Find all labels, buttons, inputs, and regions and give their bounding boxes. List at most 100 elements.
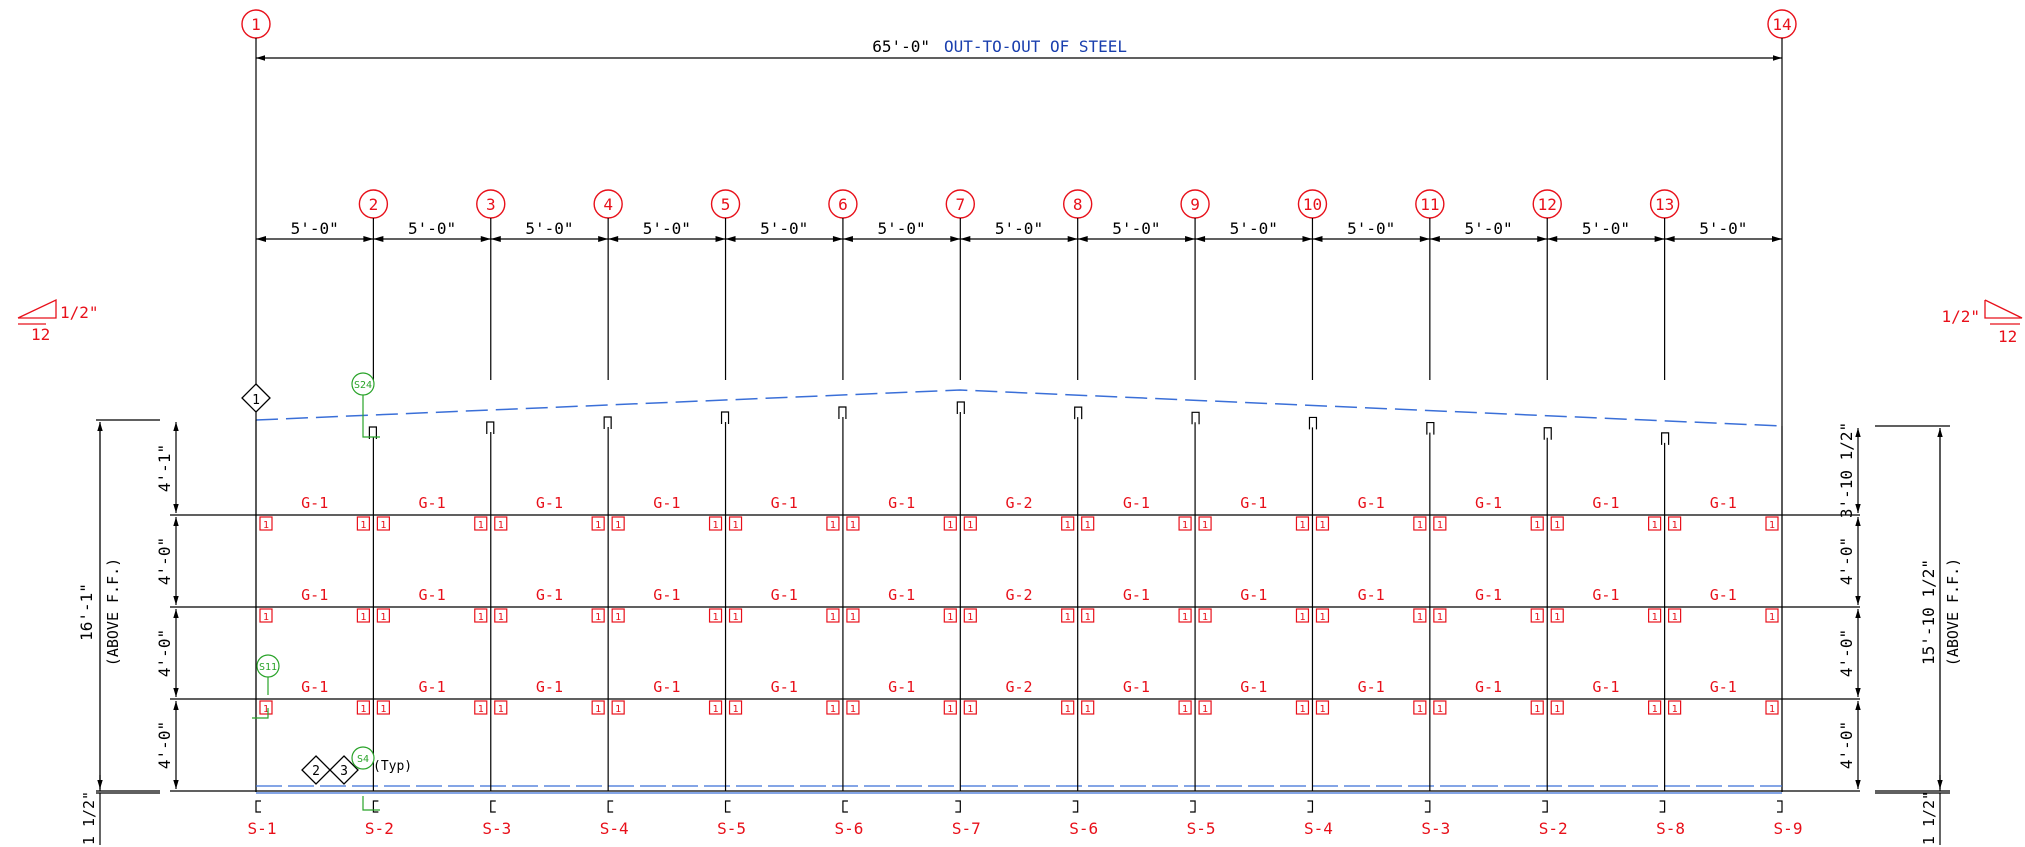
girt-clip-label: 1 bbox=[380, 520, 386, 531]
roof-line bbox=[255, 389, 1783, 427]
girt-clip-label: 1 bbox=[1202, 704, 1208, 715]
purlin-clip-icon bbox=[1191, 411, 1200, 425]
girt-clip-mark bbox=[1668, 608, 1682, 623]
girt-clip-mark bbox=[474, 516, 488, 531]
girt-clip-label: 1 bbox=[1672, 704, 1678, 715]
girt-label: G-1 bbox=[1475, 586, 1502, 604]
girt-clip-label: 1 bbox=[1554, 612, 1560, 623]
column-label: S-4 bbox=[1304, 819, 1333, 838]
right-overall-note: (ABOVE F.F.) bbox=[1944, 558, 1962, 666]
girt-clip-mark bbox=[1530, 608, 1544, 623]
girt-clip-label: 1 bbox=[713, 704, 719, 715]
girt-clip-mark bbox=[611, 516, 625, 531]
bay-spacing-label: 5'-0" bbox=[1699, 219, 1747, 238]
column-base-icon bbox=[490, 800, 496, 813]
bay-dim-arrow bbox=[1185, 236, 1196, 242]
girt-label: G-1 bbox=[1475, 494, 1502, 512]
gridline-label-9: 9 bbox=[1190, 195, 1200, 214]
girt-clip-mark bbox=[943, 700, 957, 715]
girt-clip-label: 1 bbox=[733, 704, 739, 715]
girt-clip-label: 1 bbox=[967, 704, 973, 715]
girt-label: G-1 bbox=[1592, 678, 1619, 696]
bay-dim-arrow bbox=[1312, 236, 1323, 242]
bay-spacing-label: 5'-0" bbox=[643, 219, 691, 238]
girt-clip-label: 1 bbox=[1417, 612, 1423, 623]
overall-dimension: 65'-0" OUT-TO-OUT OF STEEL bbox=[256, 37, 1782, 61]
girt-clip-label: 1 bbox=[830, 612, 836, 623]
slope-symbol-left: 1/2" 12 bbox=[17, 298, 99, 344]
girt-clip-mark bbox=[1530, 516, 1544, 531]
girt-clip-label: 1 bbox=[263, 704, 269, 715]
girt-clip-label: 1 bbox=[713, 612, 719, 623]
girt-clip-label: 1 bbox=[478, 520, 484, 531]
girt-clip-label: 1 bbox=[1672, 612, 1678, 623]
bay-dim-arrow bbox=[598, 236, 609, 242]
girt-clip-mark bbox=[494, 608, 508, 623]
right-segment-4: 4'-0" bbox=[1837, 721, 1856, 769]
base-tag-3-label: 3 bbox=[340, 764, 348, 779]
column-base-icon bbox=[724, 800, 731, 813]
girt-clip-mark bbox=[1061, 516, 1075, 531]
right-segment-2: 4'-0" bbox=[1837, 537, 1856, 585]
callout-s24-label: S24 bbox=[354, 380, 372, 391]
girt-clip-mark bbox=[1178, 700, 1192, 715]
girt-clip-mark bbox=[1061, 700, 1075, 715]
girt-clip-label: 1 bbox=[1769, 612, 1775, 623]
roof-tag-label: 1 bbox=[252, 393, 260, 408]
girt-clip-mark bbox=[943, 516, 957, 531]
bay-dim-arrow bbox=[950, 236, 961, 242]
bay-spacing-label: 5'-0" bbox=[1347, 219, 1395, 238]
bay-dim-arrow bbox=[960, 236, 971, 242]
bay-spacing-label: 5'-0" bbox=[408, 219, 456, 238]
bay-dim-arrow bbox=[480, 236, 491, 242]
girt-clip-label: 1 bbox=[1085, 612, 1091, 623]
girt-label: G-1 bbox=[1240, 494, 1267, 512]
girt-clip-mark bbox=[474, 700, 488, 715]
girt-clip-mark bbox=[1648, 608, 1662, 623]
purlin-clip-icon bbox=[956, 401, 965, 415]
girt-label: G-1 bbox=[1240, 586, 1267, 604]
purlin-clip-icon bbox=[838, 406, 847, 419]
column-label: S-3 bbox=[482, 819, 511, 838]
girt-label: G-1 bbox=[888, 494, 915, 512]
column-label: S-8 bbox=[1656, 819, 1685, 838]
bay-dim-arrow bbox=[715, 236, 726, 242]
bay-dim-arrow bbox=[1077, 236, 1088, 242]
girt-clip-mark bbox=[1198, 516, 1212, 531]
girt-clip-mark bbox=[1295, 608, 1310, 623]
bay-spacing-label: 5'-0" bbox=[1112, 219, 1160, 238]
slope-right-rise: 1/2" bbox=[1941, 307, 1980, 326]
girt-clip-label: 1 bbox=[1534, 520, 1540, 531]
girt-clip-label: 1 bbox=[1319, 704, 1325, 715]
girt-clip-label: 1 bbox=[1202, 612, 1208, 623]
girt-clip-label: 1 bbox=[1065, 704, 1071, 715]
girt-clip-mark bbox=[1178, 516, 1192, 531]
girt-label: G-1 bbox=[1358, 494, 1385, 512]
base-tag-callouts: 2 3 S4 (Typ) bbox=[301, 746, 412, 811]
column-label: S-5 bbox=[1187, 819, 1216, 838]
girt-clip-mark bbox=[963, 608, 977, 623]
girt-label: G-1 bbox=[653, 494, 680, 512]
left-overall-note: (ABOVE F.F.) bbox=[104, 558, 122, 666]
girt-clip-mark bbox=[1550, 608, 1564, 623]
girt-clip-mark bbox=[1648, 700, 1662, 715]
girt-label: G-2 bbox=[1005, 678, 1032, 696]
girt-clip-mark bbox=[1433, 608, 1447, 623]
girt-clip-label: 1 bbox=[1437, 520, 1443, 531]
girt-clip-mark bbox=[591, 608, 605, 623]
girt-label: G-1 bbox=[1592, 494, 1619, 512]
girt-clip-mark bbox=[474, 608, 488, 623]
bay-dim-arrow bbox=[1195, 236, 1206, 242]
girt-clip-label: 1 bbox=[850, 704, 856, 715]
girt-label: G-1 bbox=[1240, 678, 1267, 696]
gridline-label-1: 1 bbox=[251, 15, 261, 34]
column-base-icon bbox=[1307, 800, 1314, 813]
girt-clip-label: 1 bbox=[1299, 704, 1305, 715]
left-segment-2: 4'-0" bbox=[155, 537, 174, 585]
girt-clip-mark bbox=[259, 516, 273, 531]
girt-label: G-1 bbox=[771, 494, 798, 512]
girt-clip-label: 1 bbox=[360, 520, 366, 531]
girt-clip-label: 1 bbox=[1085, 520, 1091, 531]
gridline-label-11: 11 bbox=[1420, 195, 1439, 214]
bay-dim-arrow bbox=[490, 236, 501, 242]
